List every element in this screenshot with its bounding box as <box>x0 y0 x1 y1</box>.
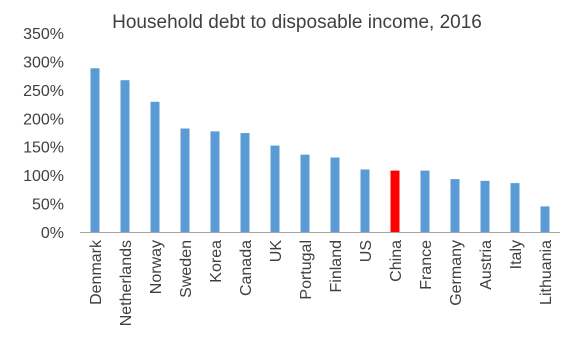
x-tick-label: Denmark <box>88 239 105 305</box>
bar <box>330 157 340 232</box>
bar <box>360 169 370 232</box>
y-tick-label: 150% <box>23 140 64 157</box>
x-tick-label: Netherlands <box>118 240 135 326</box>
bar <box>240 133 250 232</box>
bar <box>90 68 100 232</box>
bar <box>150 101 160 232</box>
x-axis-tick-labels: Denmark Netherlands Norway Sweden Korea Canad… <box>88 239 555 326</box>
x-tick-label: Norway <box>148 240 165 294</box>
chart-title: Household debt to disposable income, 201… <box>112 12 482 33</box>
bar <box>300 154 310 232</box>
y-tick-label: 250% <box>23 83 64 100</box>
x-tick-label: Lithuania <box>538 240 555 305</box>
bar <box>180 128 190 232</box>
y-tick-label: 100% <box>23 168 64 185</box>
x-tick-label: Germany <box>448 240 465 306</box>
bar <box>270 145 280 232</box>
x-tick-label: France <box>418 240 435 290</box>
x-tick-label: Portugal <box>298 240 315 300</box>
x-tick-label: Finland <box>328 240 345 292</box>
bar <box>450 179 460 232</box>
x-tick-label: UK <box>268 240 285 263</box>
y-axis-tick-labels: 0% 50% 100% 150% 200% 250% 300% 350% <box>23 26 64 242</box>
y-tick-label: 200% <box>23 111 64 128</box>
y-tick-label: 0% <box>41 225 64 242</box>
bar <box>420 170 430 232</box>
bar <box>510 183 520 232</box>
bar <box>540 206 550 232</box>
x-tick-label: Korea <box>208 240 225 283</box>
x-tick-label: Canada <box>238 240 255 296</box>
x-tick-label: Italy <box>508 240 525 269</box>
y-tick-label: 350% <box>23 26 64 43</box>
x-tick-label: Sweden <box>178 240 195 298</box>
bar <box>210 131 220 232</box>
x-tick-label: US <box>358 240 375 262</box>
y-tick-label: 300% <box>23 54 64 71</box>
x-tick-label: Austria <box>478 240 495 290</box>
x-tick-label: China <box>388 240 405 282</box>
bars <box>90 68 550 232</box>
bar <box>390 170 400 232</box>
bar <box>120 80 130 232</box>
bar <box>480 180 490 232</box>
y-tick-label: 50% <box>32 197 64 214</box>
